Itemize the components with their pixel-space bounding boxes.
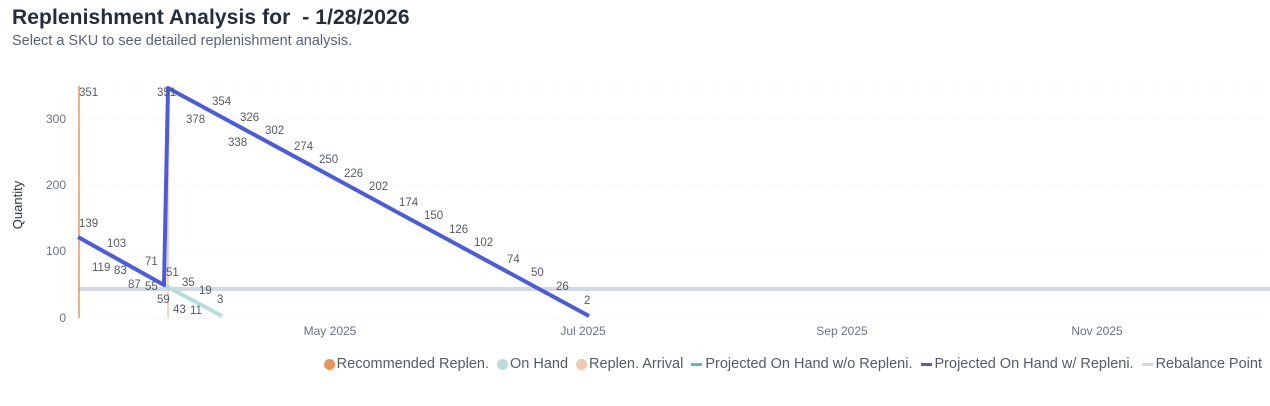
x-tick-may-2025: May 2025 xyxy=(304,324,357,338)
y-tick-0: 0 xyxy=(59,311,66,325)
data-label: 83 xyxy=(114,265,127,277)
data-label: 378 xyxy=(186,114,205,126)
data-label: 2 xyxy=(584,295,590,307)
projected-without-replen-line xyxy=(163,283,223,318)
y-tick-300: 300 xyxy=(46,112,66,126)
data-label: 19 xyxy=(199,285,212,297)
legend-label: On Hand xyxy=(510,356,569,372)
page-title: Replenishment Analysis for - 1/28/2026 xyxy=(12,6,410,29)
legend-item-on-hand[interactable]: On Hand xyxy=(497,356,568,372)
data-label: 338 xyxy=(228,137,247,149)
data-label: 74 xyxy=(507,254,520,266)
data-label: 119 xyxy=(92,262,110,274)
legend-item-rebalance-point[interactable]: Rebalance Point xyxy=(1141,356,1262,372)
legend-dot-icon xyxy=(323,358,335,370)
legend-item-replen-arrival[interactable]: Replen. Arrival xyxy=(576,356,683,372)
legend-line-icon xyxy=(920,362,932,366)
data-label: 174 xyxy=(399,197,419,209)
page-subtitle: Select a SKU to see detailed replenishme… xyxy=(12,33,353,49)
data-label: 43 xyxy=(173,304,186,316)
legend-line-icon xyxy=(1141,362,1153,366)
data-label: 354 xyxy=(212,96,232,108)
data-label: 59 xyxy=(157,294,170,306)
data-label: 302 xyxy=(265,125,284,137)
label-arrival-351: 351 xyxy=(157,87,176,99)
chart-legend: Recommended Replen. On Hand Replen. Arri… xyxy=(316,356,1262,372)
legend-label: Rebalance Point xyxy=(1155,356,1262,372)
data-label: 26 xyxy=(556,281,569,293)
data-label: 326 xyxy=(240,112,259,124)
data-label: 87 xyxy=(128,279,141,291)
data-label: 11 xyxy=(190,305,202,317)
x-tick-jul-2025: Jul 2025 xyxy=(560,324,606,338)
data-label: 139 xyxy=(79,218,98,230)
data-label: 103 xyxy=(107,238,126,250)
data-label: 55 xyxy=(145,281,158,293)
data-label: 274 xyxy=(294,141,314,153)
legend-dot-icon xyxy=(576,358,588,370)
legend-line-icon xyxy=(691,362,703,366)
legend-label: Replen. Arrival xyxy=(589,356,684,372)
data-label: 102 xyxy=(474,237,493,249)
data-label: 226 xyxy=(344,168,363,180)
y-tick-200: 200 xyxy=(46,178,66,192)
y-axis-title: Quantity xyxy=(10,180,25,229)
data-label: 3 xyxy=(217,294,223,306)
legend-label: Projected On Hand w/ Repleni. xyxy=(934,356,1134,372)
legend-item-projected-with-replen[interactable]: Projected On Hand w/ Repleni. xyxy=(920,356,1134,372)
legend-item-projected-without-replen[interactable]: Projected On Hand w/o Repleni. xyxy=(691,356,913,372)
legend-dot-icon xyxy=(497,358,508,370)
legend-item-recommended-replen[interactable]: Recommended Replen. xyxy=(323,356,489,372)
chart-header: Replenishment Analysis for - 1/28/2026 S… xyxy=(12,6,410,49)
data-label: 202 xyxy=(369,181,388,193)
legend-label: Projected On Hand w/o Repleni. xyxy=(705,356,913,372)
data-labels: 351 351 139 103 119 83 71 87 55 51 35 19… xyxy=(79,87,590,317)
y-tick-100: 100 xyxy=(46,244,66,258)
gridlines xyxy=(78,87,1268,319)
y-axis: 0 100 200 300 Quantity xyxy=(10,112,66,325)
data-label: 71 xyxy=(145,256,158,268)
data-label: 50 xyxy=(531,267,544,279)
data-label: 150 xyxy=(424,210,443,222)
x-axis: May 2025 Jul 2025 Sep 2025 Nov 2025 xyxy=(304,324,1123,338)
data-label: 51 xyxy=(166,267,179,279)
data-label: 126 xyxy=(449,224,468,236)
x-tick-sep-2025: Sep 2025 xyxy=(816,324,868,338)
data-label: 250 xyxy=(319,154,338,166)
x-tick-nov-2025: Nov 2025 xyxy=(1071,324,1123,338)
data-label: 35 xyxy=(182,277,195,289)
projected-with-replen-line xyxy=(77,86,590,318)
legend-label: Recommended Replen. xyxy=(336,356,489,372)
label-recommended-351: 351 xyxy=(79,87,98,99)
